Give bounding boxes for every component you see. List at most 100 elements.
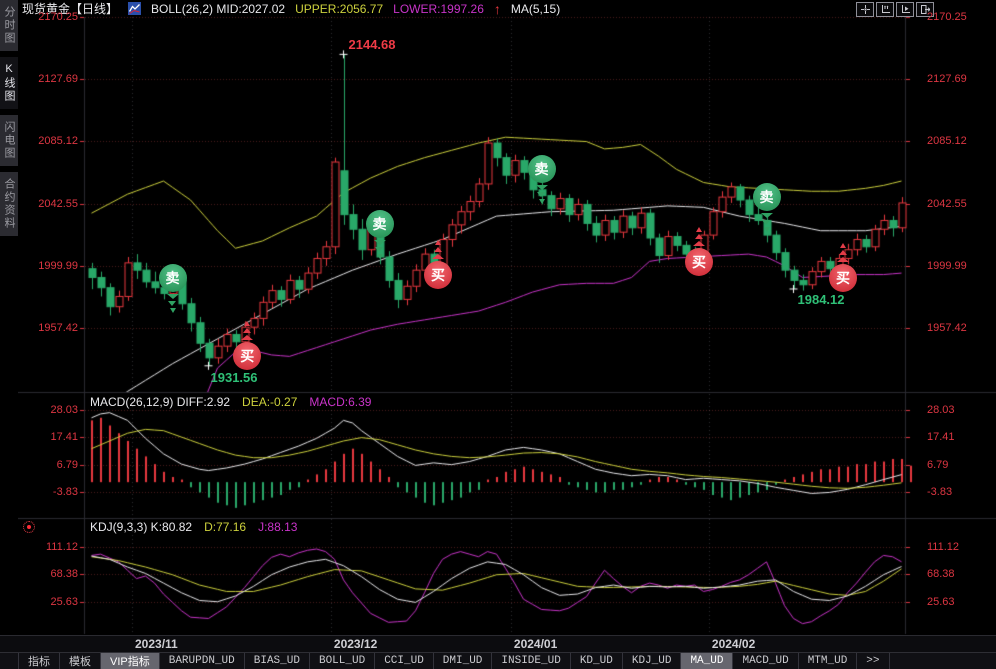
trade-signal-buy-badge: 买 <box>685 247 713 276</box>
ma-label: MA(5,15) <box>510 1 561 16</box>
trade-signal-sell-badge: 卖 <box>158 264 187 293</box>
tab-bias_ud[interactable]: BIAS_UD <box>245 653 310 669</box>
tab-dmi_ud[interactable]: DMI_UD <box>434 653 493 669</box>
x-axis-date-label: 2023/11 <box>135 637 178 651</box>
y-axis-label: 2170.25 <box>38 11 78 23</box>
tab-ma_ud[interactable]: MA_UD <box>681 653 734 669</box>
y-axis-label: 1957.42 <box>927 322 967 334</box>
signal-triangle-icon <box>373 239 386 245</box>
macd-pane-label: MACD(26,12,9) DIFF:2.92 DEA:-0.27 MACD:6… <box>90 395 371 409</box>
sidebar-item-time-chart[interactable]: 分时图 <box>0 0 18 51</box>
signal-triangle-icon <box>763 226 770 232</box>
price-annotation: 2144.68 <box>348 37 396 53</box>
sidebar-item-contract-info[interactable]: 合约资料 <box>0 172 18 236</box>
axis-play-icon[interactable] <box>896 2 914 17</box>
tab-kd_ud[interactable]: KD_UD <box>571 653 623 669</box>
top-toolbar: 现货黄金【日线】 BOLL(26,2) MID:2027.02 UPPER:20… <box>22 0 852 17</box>
tab-指标[interactable]: 指标 <box>19 653 60 669</box>
trade-signal-buy-badge: 买 <box>424 260 452 289</box>
boll-lower-value: LOWER:1997.26 <box>393 1 484 16</box>
kdj-pane-label: KDJ(9,3,3) K:80.82 D:77.16 J:88.13 <box>90 520 297 534</box>
signal-triangle-icon <box>241 334 254 340</box>
sidebar-item-lightning-chart[interactable]: 闪电图 <box>0 115 18 166</box>
x-axis-date-label: 2024/01 <box>513 637 558 651</box>
y-axis-label: 1999.99 <box>38 259 78 272</box>
candlestick-chart-icon[interactable] <box>128 2 142 15</box>
trade-signal-buy-badge: 买 <box>829 264 857 293</box>
y-axis-label: 2085.12 <box>927 135 967 148</box>
trade-signal-buy-badge: 买 <box>233 341 262 370</box>
price-annotation: 1984.12 <box>797 291 845 307</box>
y-axis-label: 2042.55 <box>927 197 967 210</box>
kdj-axis-label: 25.63 <box>927 595 955 608</box>
alert-indicator-icon <box>23 521 35 533</box>
kdj-j-value: J:88.13 <box>258 520 298 534</box>
tabbar-spacer <box>0 653 19 669</box>
signal-triangle-icon <box>244 320 251 326</box>
boll-upper-value: UPPER:2056.77 <box>295 1 384 16</box>
x-axis-date-label: 2024/02 <box>711 637 756 651</box>
kdj-axis-label: 25.63 <box>50 595 78 608</box>
signal-triangle-icon <box>696 226 702 232</box>
time-axis-row: 日线 ▲ <box>0 635 996 652</box>
tab-overflow-more[interactable]: >> <box>857 653 890 669</box>
y-axis-label: 2127.69 <box>927 73 967 86</box>
signal-triangle-icon <box>535 185 548 191</box>
trade-signal-sell-badge: 卖 <box>752 182 781 211</box>
up-arrow-icon: ↑ <box>493 0 501 17</box>
signal-triangle-icon <box>169 308 176 314</box>
sidebar-item-kline-chart[interactable]: K线图 <box>0 57 18 109</box>
tabbar-filler <box>890 653 996 669</box>
y-axis-label: 2042.55 <box>38 197 78 210</box>
exit-panel-icon[interactable] <box>916 2 934 17</box>
signal-triangle-icon <box>168 301 176 307</box>
trade-signal-sell-badge: 卖 <box>365 209 394 238</box>
macd-axis-label: 28.03 <box>50 404 78 416</box>
indicator-tab-bar: 指标 模板 VIP指标 BARUPDN_UD BIAS_UD BOLL_UD CCI_UD D… <box>0 652 996 669</box>
signal-triangle-icon <box>376 253 383 259</box>
kdj-d-value: D:77.16 <box>204 520 247 534</box>
tab-cci_ud[interactable]: CCI_UD <box>375 653 434 669</box>
tab-vip指标[interactable]: VIP指标 <box>101 653 160 669</box>
macd-dea-value: DEA:-0.27 <box>242 395 298 409</box>
price-annotation: 1931.56 <box>210 369 258 385</box>
y-axis-label: 1999.99 <box>927 259 967 272</box>
tab-boll_ud[interactable]: BOLL_UD <box>310 653 376 669</box>
tab-macd_ud[interactable]: MACD_UD <box>733 653 799 669</box>
y-axis-label: 1957.42 <box>38 322 78 334</box>
macd-axis-label: 17.41 <box>927 431 955 444</box>
tab-模板[interactable]: 模板 <box>60 653 101 669</box>
macd-axis-label: 6.79 <box>927 458 949 471</box>
signal-triangle-icon <box>760 212 773 218</box>
signal-triangle-icon <box>694 233 703 239</box>
tab-mtm_ud[interactable]: MTM_UD <box>799 653 858 669</box>
kdj-k-value: KDJ(9,3,3) K:80.82 <box>90 520 193 534</box>
signal-triangle-icon <box>375 246 383 252</box>
tab-barupdn_ud[interactable]: BARUPDN_UD <box>160 653 245 669</box>
macd-axis-label: -3.83 <box>52 485 78 498</box>
chart-mode-sidebar: 分时图 K线图 闪电图 合约资料 <box>0 0 18 652</box>
signal-triangle-icon <box>762 219 770 225</box>
y-axis-label: 2127.69 <box>38 73 78 86</box>
macd-axis-label: 6.79 <box>56 458 78 471</box>
crosshair-tool-icon[interactable] <box>856 2 874 17</box>
signal-triangle-icon <box>435 239 441 245</box>
trade-signal-sell-badge: 卖 <box>527 155 556 184</box>
alert-indicator-core <box>27 525 31 529</box>
signal-triangle-icon <box>693 240 705 246</box>
instrument-title: 现货黄金【日线】 <box>22 2 119 16</box>
y-axis-label: 2170.25 <box>927 11 967 23</box>
axis-zoom-up-icon[interactable] <box>876 2 894 17</box>
signal-triangle-icon <box>242 327 251 333</box>
tab-kdj_ud[interactable]: KDJ_UD <box>623 653 682 669</box>
tab-inside_ud[interactable]: INSIDE_UD <box>492 653 571 669</box>
signal-triangle-icon <box>432 253 444 259</box>
boll-mid-value: BOLL(26,2) MID:2027.02 <box>151 1 286 16</box>
x-axis-date-label: 2023/12 <box>333 637 378 651</box>
macd-axis-label: -3.83 <box>927 485 953 498</box>
macd-diff-value: MACD(26,12,9) DIFF:2.92 <box>90 395 231 409</box>
kdj-axis-label: 111.12 <box>45 541 78 553</box>
signal-triangle-icon <box>840 243 846 249</box>
